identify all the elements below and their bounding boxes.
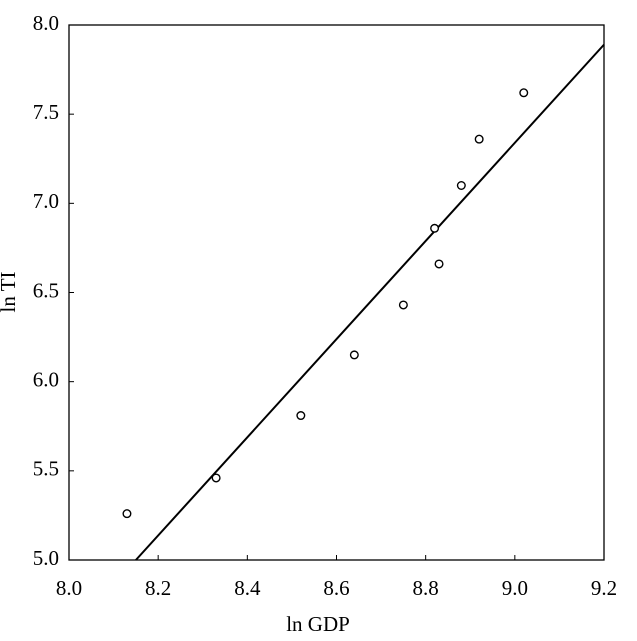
data-point bbox=[398, 300, 408, 310]
x-tick-label: 8.8 bbox=[413, 576, 439, 600]
x-tick-label: 9.0 bbox=[502, 576, 528, 600]
x-tick-label: 9.2 bbox=[591, 576, 617, 600]
data-point bbox=[122, 509, 132, 519]
y-axis-label: ln TI bbox=[0, 271, 20, 312]
data-point bbox=[474, 134, 484, 144]
y-tick-label: 5.0 bbox=[33, 546, 59, 570]
y-tick-label: 7.0 bbox=[33, 189, 59, 213]
x-axis-label: ln GDP bbox=[286, 612, 350, 636]
y-tick-label: 5.5 bbox=[33, 457, 59, 481]
data-point bbox=[456, 180, 466, 190]
y-tick-label: 8.0 bbox=[33, 11, 59, 35]
data-point bbox=[211, 473, 221, 483]
x-tick-label: 8.6 bbox=[323, 576, 349, 600]
y-tick-label: 7.5 bbox=[33, 100, 59, 124]
x-tick-label: 8.2 bbox=[145, 576, 171, 600]
plot-frame bbox=[68, 24, 605, 561]
data-point bbox=[349, 350, 359, 360]
data-point bbox=[296, 411, 306, 421]
x-tick-label: 8.0 bbox=[56, 576, 82, 600]
fit-line bbox=[135, 43, 605, 561]
y-tick-label: 6.0 bbox=[33, 367, 59, 391]
data-point bbox=[519, 88, 529, 98]
x-tick-label: 8.4 bbox=[234, 576, 261, 600]
data-point bbox=[434, 259, 444, 269]
y-tick-label: 6.5 bbox=[33, 278, 59, 302]
data-point bbox=[430, 223, 440, 233]
